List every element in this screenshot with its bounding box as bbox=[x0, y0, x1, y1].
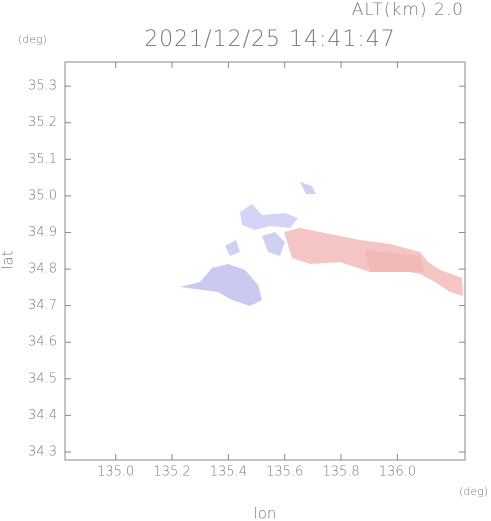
x-tick-label: 135.6 bbox=[266, 465, 303, 480]
y-tick-label: 34.7 bbox=[28, 298, 57, 313]
x-unit: (deg) bbox=[459, 485, 488, 498]
x-axis-label: lon bbox=[254, 505, 277, 521]
y-tick-label: 35.0 bbox=[28, 188, 57, 203]
blue-echo bbox=[262, 232, 285, 256]
y-tick-label: 34.4 bbox=[28, 408, 57, 423]
x-tick-label: 135.4 bbox=[210, 465, 247, 480]
blue-echo bbox=[225, 240, 240, 256]
altitude-label: ALT(km) 2.0 bbox=[352, 0, 464, 20]
x-tick-label: 136.0 bbox=[379, 465, 416, 480]
blue-echo bbox=[240, 204, 298, 230]
x-tick-label: 135.8 bbox=[322, 465, 359, 480]
y-tick-label: 35.1 bbox=[28, 152, 57, 167]
echo-blobs bbox=[180, 182, 463, 306]
plot-frame bbox=[64, 61, 466, 461]
y-tick-label: 34.5 bbox=[28, 371, 57, 386]
y-tick-label: 34.9 bbox=[28, 225, 57, 240]
y-tick-label: 34.6 bbox=[28, 335, 57, 350]
blue-echo bbox=[180, 264, 262, 306]
x-tick-label: 135.0 bbox=[97, 465, 134, 480]
y-unit: (deg) bbox=[18, 33, 47, 46]
y-tick-label: 35.3 bbox=[28, 79, 57, 94]
pink-echo bbox=[365, 250, 424, 272]
x-tick-label: 135.2 bbox=[153, 465, 190, 480]
y-tick-label: 35.2 bbox=[28, 115, 57, 130]
blue-echo bbox=[300, 182, 316, 194]
chart-title: 2021/12/25 14:41:47 bbox=[144, 27, 396, 52]
y-tick-label: 34.3 bbox=[28, 444, 57, 459]
y-tick-label: 34.8 bbox=[28, 262, 57, 277]
y-axis-label: lat bbox=[0, 250, 17, 269]
